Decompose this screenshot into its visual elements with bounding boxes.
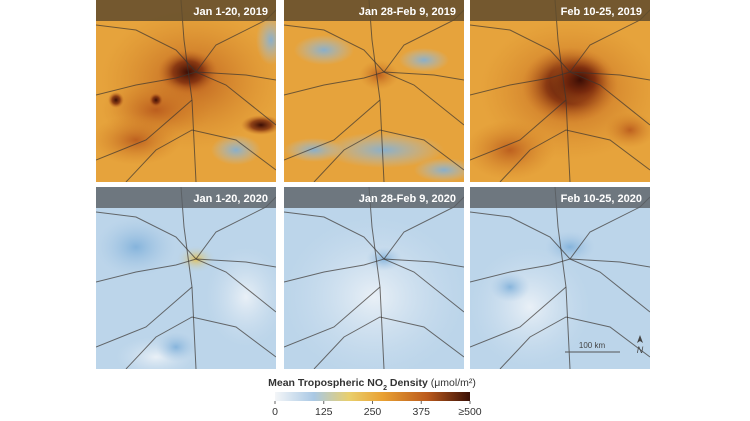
road (470, 258, 650, 313)
road (284, 258, 464, 313)
road (180, 0, 197, 182)
north-arrow (637, 335, 643, 343)
road (284, 71, 464, 126)
road (470, 211, 571, 260)
concentration-area (545, 231, 595, 263)
color-bar (275, 392, 470, 401)
road (180, 187, 197, 369)
map-panel: Jan 1-20, 2019 (96, 0, 276, 182)
concentration-area (241, 115, 276, 135)
road (96, 99, 193, 161)
concentration-area (156, 332, 196, 362)
map-panel: Jan 28-Feb 9, 2019 (284, 0, 464, 182)
panel-header (284, 187, 464, 208)
color-bar-tick-label: 375 (412, 406, 430, 418)
panel-header (96, 0, 276, 21)
concentration-area (490, 272, 530, 302)
road (284, 24, 385, 73)
north-label: N (637, 345, 644, 355)
color-bar-tick-label: 250 (364, 406, 382, 418)
road (470, 24, 571, 73)
road (499, 316, 650, 369)
map-panel: Feb 10-25, 2019 (470, 0, 650, 182)
concentration-area (359, 60, 399, 90)
road (470, 71, 650, 126)
panel-label: Feb 10-25, 2020 (561, 193, 642, 205)
concentration-area (294, 35, 354, 65)
road (383, 258, 464, 268)
concentration-area (284, 138, 344, 162)
concentration-area (256, 15, 276, 65)
road (569, 258, 650, 268)
color-bar-tick-label: 0 (272, 406, 278, 418)
road (470, 286, 567, 348)
road (96, 211, 197, 260)
concentration-area (605, 112, 650, 148)
road (96, 258, 276, 313)
concentration-area (211, 135, 261, 165)
road (284, 99, 381, 161)
concentration-area (149, 93, 163, 107)
concentration-area (470, 120, 555, 180)
road (368, 187, 385, 369)
road (368, 0, 385, 182)
panel-header (470, 0, 650, 21)
concentration-area (96, 115, 181, 165)
concentration-area (550, 55, 610, 105)
road (499, 129, 650, 182)
panel-label: Feb 10-25, 2019 (561, 6, 642, 18)
road (195, 258, 276, 268)
road (284, 286, 381, 348)
legend: Mean Tropospheric NO2 Density (μmol/m²) … (268, 377, 482, 418)
road (284, 211, 385, 260)
scale-bar-label: 100 km (579, 341, 606, 350)
panel-label: Jan 28-Feb 9, 2019 (359, 6, 456, 18)
map-panel: Jan 28-Feb 9, 2020 (284, 187, 464, 369)
concentration-area (414, 158, 464, 182)
legend-title: Mean Tropospheric NO2 Density (μmol/m²) (268, 377, 476, 392)
legend-title-main: Mean Tropospheric NO (268, 377, 383, 389)
road (96, 286, 193, 348)
road (96, 24, 197, 73)
map-panel: Jan 1-20, 2020 (96, 187, 276, 369)
panel-label: Jan 28-Feb 9, 2020 (359, 193, 456, 205)
legend-unit: (μmol/m²) (431, 377, 476, 389)
road (96, 71, 276, 126)
road (313, 316, 464, 369)
concentration-area (284, 217, 464, 369)
panel-header (96, 187, 276, 208)
concentration-area (206, 247, 276, 347)
color-bar-tick-label: ≥500 (458, 406, 481, 418)
map-panels: Jan 1-20, 2019 Jan 28-Feb 9, 2019 Feb 10-2… (96, 0, 650, 369)
color-bar-tick-label: 125 (315, 406, 333, 418)
road (554, 187, 571, 369)
concentration-area (470, 247, 590, 367)
road (554, 0, 571, 182)
panel-label: Jan 1-20, 2020 (193, 193, 268, 205)
concentration-area (324, 132, 444, 168)
road (383, 71, 464, 81)
road (125, 129, 276, 182)
legend-title-sub: 2 (383, 385, 387, 392)
panel-header (284, 0, 464, 21)
road (125, 316, 276, 369)
concentration-area (96, 217, 176, 277)
road (195, 71, 276, 81)
concentration-area (399, 48, 449, 72)
map-panel: Feb 10-25, 2020 100 km N (470, 187, 650, 369)
road (569, 71, 650, 81)
concentration-area (108, 92, 124, 108)
road (470, 99, 567, 161)
panel-header (470, 187, 650, 208)
legend-title-rest: Density (387, 377, 431, 389)
panel-label: Jan 1-20, 2019 (193, 6, 268, 18)
road (313, 129, 464, 182)
